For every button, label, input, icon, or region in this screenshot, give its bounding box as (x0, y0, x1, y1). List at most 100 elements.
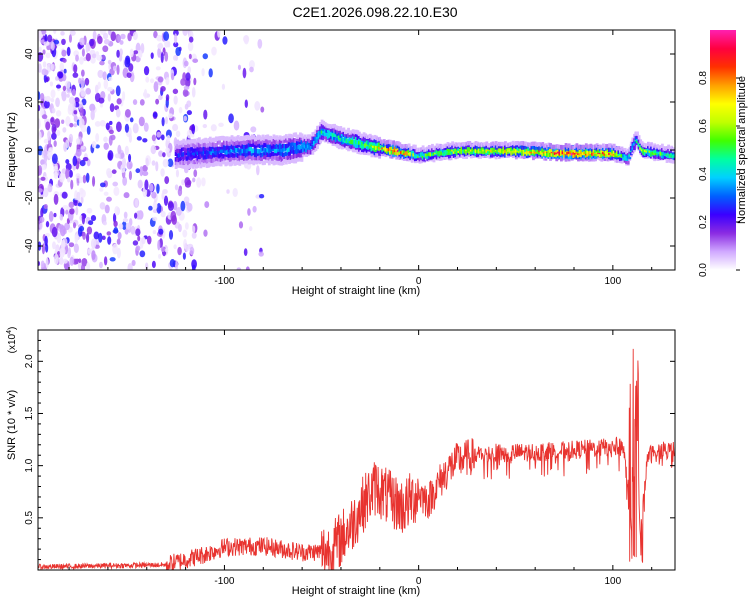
heatmap-cell (115, 121, 122, 133)
heatmap-cell (646, 141, 650, 147)
heatmap-cell (286, 135, 290, 141)
heatmap-cell (457, 153, 461, 158)
heatmap-cell (186, 110, 192, 116)
heatmap-cell (547, 148, 551, 154)
heatmap-cell (238, 155, 242, 161)
heatmap-cell (533, 145, 537, 150)
heatmap-cell (255, 152, 259, 158)
heatmap-cell (227, 155, 231, 161)
heatmap-cell (597, 148, 601, 154)
heatmap-cell (110, 31, 116, 42)
heatmap-cell (555, 156, 559, 162)
snr-frame (37, 329, 676, 571)
heatmap-cell (233, 153, 237, 158)
heatmap-cell (316, 128, 319, 133)
heatmap-cell (204, 146, 208, 152)
heatmap-cell (250, 134, 254, 139)
heatmap-cell (404, 150, 408, 155)
heatmap-cell (429, 146, 433, 151)
heatmap-cell (521, 149, 524, 154)
heatmap-cell (333, 139, 336, 144)
heatmap-cell (609, 143, 613, 148)
heatmap-cell (465, 141, 469, 147)
heatmap-cell (216, 153, 220, 158)
heatmap-cell (347, 127, 350, 133)
heatmap-cell (202, 149, 206, 155)
heatmap-cell (514, 154, 518, 160)
heatmap-cell (505, 150, 509, 156)
heatmap-cell (660, 151, 664, 156)
heatmap-cell (497, 154, 501, 160)
heatmap-cell (358, 140, 361, 145)
heatmap-cell (272, 151, 276, 157)
heatmap-cell (308, 145, 312, 150)
heatmap-cell (423, 153, 427, 158)
heatmap-cell (504, 141, 507, 146)
heatmap-cell (45, 77, 49, 83)
heatmap-cell (56, 84, 62, 89)
snr-series-line (38, 348, 675, 570)
heatmap-cell (203, 229, 208, 237)
heatmap-cell (488, 154, 492, 159)
heatmap-cell (107, 86, 113, 92)
heatmap-cell (191, 164, 195, 169)
heatmap-cell (263, 160, 267, 165)
heatmap-cell (336, 143, 340, 148)
heatmap-cell (90, 109, 95, 121)
heatmap-cell (61, 49, 67, 57)
heatmap-cell (284, 134, 288, 139)
heatmap-cell (653, 154, 657, 159)
heatmap-cell (480, 148, 484, 154)
heatmap-cell (252, 155, 256, 160)
spectrogram-heatmap (38, 30, 675, 270)
heatmap-cell (316, 125, 319, 131)
heatmap-cell (654, 154, 658, 160)
heatmap-cell (295, 157, 299, 162)
heatmap-cell (426, 146, 430, 151)
heatmap-cell (625, 149, 629, 155)
heatmap-cell (69, 122, 74, 128)
heatmap-cell (650, 145, 653, 151)
heatmap-cell (59, 172, 65, 183)
heatmap-cell (314, 129, 318, 134)
heatmap-cell (182, 138, 186, 144)
heatmap-cell (42, 61, 47, 68)
heatmap-cell (331, 132, 335, 138)
heatmap-cell (272, 134, 276, 139)
heatmap-cell (536, 147, 540, 153)
heatmap-cell (120, 152, 125, 159)
heatmap-cell (205, 163, 209, 168)
heatmap-cell (215, 136, 218, 141)
heatmap-cell (263, 150, 267, 156)
heatmap-cell (235, 160, 239, 166)
heatmap-cell (81, 69, 85, 77)
heatmap-cell (566, 150, 570, 155)
heatmap-cell (432, 145, 436, 151)
heatmap-cell (578, 151, 582, 156)
heatmap-cell (373, 147, 377, 152)
heatmap-cell (59, 62, 65, 73)
heatmap-cell (368, 144, 372, 149)
heatmap-cell (65, 168, 70, 180)
heatmap-cell (53, 171, 59, 179)
heatmap-cell (191, 154, 195, 159)
heatmap-cell (544, 146, 548, 151)
heatmap-cell (227, 153, 231, 158)
heatmap-cell (253, 159, 257, 164)
heatmap-cell (291, 158, 295, 163)
heatmap-cell (303, 150, 307, 155)
heatmap-cell (552, 144, 556, 150)
heatmap-cell (406, 144, 409, 149)
heatmap-cell (354, 143, 358, 149)
heatmap-cell (651, 150, 655, 155)
heatmap-cell (325, 137, 329, 142)
heatmap-cell (179, 156, 183, 161)
heatmap-cell (454, 152, 458, 158)
heatmap-cell (247, 135, 251, 141)
heatmap-cell (157, 240, 161, 251)
heatmap-cell (79, 225, 85, 232)
heatmap-cell (82, 232, 86, 240)
heatmap-cell (336, 129, 340, 134)
heatmap-cell (283, 146, 287, 152)
